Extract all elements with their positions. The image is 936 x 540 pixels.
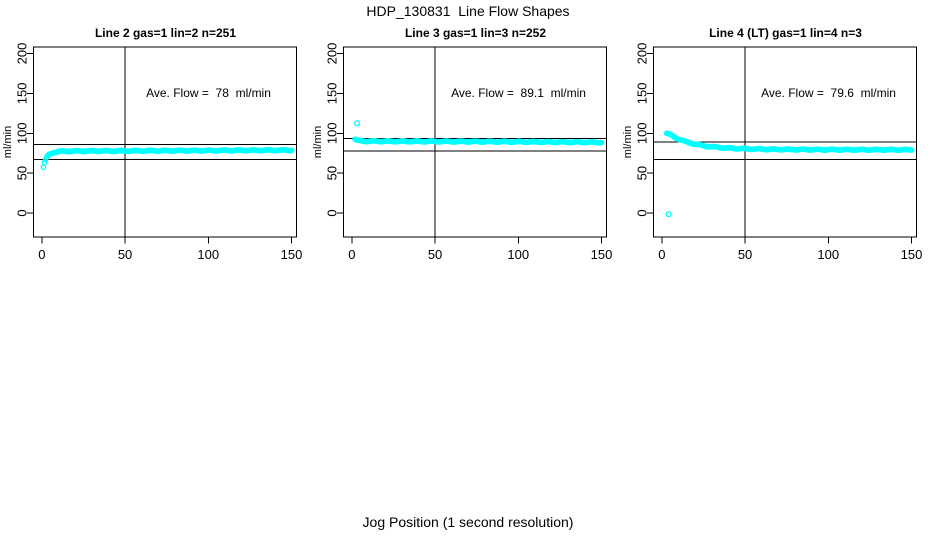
panel-line-3: Line 3 gas=1 lin=3 n=252 ml/min Ave. Flo… xyxy=(310,0,620,280)
figure-title: HDP_130831 Line Flow Shapes xyxy=(366,3,570,19)
svg-text:50: 50 xyxy=(118,247,132,262)
ave-flow-annotation: Ave. Flow = 78 ml/min xyxy=(146,86,271,100)
ave-flow-annotation: Ave. Flow = 79.6 ml/min xyxy=(761,86,896,100)
data-points xyxy=(663,130,915,218)
svg-text:50: 50 xyxy=(15,166,30,180)
ave-flow-annotation: Ave. Flow = 89.1 ml/min xyxy=(451,86,586,100)
data-points xyxy=(352,120,605,146)
axis-box xyxy=(337,46,607,244)
scatter-plot-line-3: 0 50 100 150 0 50 100 150 200 xyxy=(325,43,613,262)
svg-text:100: 100 xyxy=(325,122,340,144)
svg-text:0: 0 xyxy=(15,209,30,216)
svg-text:100: 100 xyxy=(507,247,529,262)
svg-text:50: 50 xyxy=(428,247,442,262)
svg-text:150: 150 xyxy=(635,83,650,105)
axis-box xyxy=(27,46,297,244)
svg-text:150: 150 xyxy=(325,83,340,105)
data-points xyxy=(40,146,295,171)
axis-box xyxy=(647,46,917,244)
panel-title: Line 4 (LT) gas=1 lin=4 n=3 xyxy=(709,26,862,40)
x-axis-label: Jog Position (1 second resolution) xyxy=(362,514,574,530)
panel-line-2: Line 2 gas=1 lin=2 n=251 ml/min Ave. Flo… xyxy=(0,0,310,280)
tick-labels: 0 50 100 150 0 50 100 150 200 xyxy=(635,43,923,262)
svg-text:100: 100 xyxy=(635,122,650,144)
outlier-point xyxy=(665,211,672,218)
svg-text:150: 150 xyxy=(15,83,30,105)
svg-text:0: 0 xyxy=(38,247,45,262)
tick-labels: 0 50 100 150 0 50 100 150 200 xyxy=(15,43,303,262)
svg-text:100: 100 xyxy=(197,247,219,262)
svg-text:100: 100 xyxy=(817,247,839,262)
svg-text:50: 50 xyxy=(738,247,752,262)
svg-text:200: 200 xyxy=(15,43,30,65)
scatter-plot-line-2: 0 50 100 150 0 50 100 150 200 xyxy=(15,43,303,262)
tick-labels: 0 50 100 150 0 50 100 150 200 xyxy=(325,43,613,262)
svg-text:0: 0 xyxy=(658,247,665,262)
svg-text:50: 50 xyxy=(325,166,340,180)
svg-text:150: 150 xyxy=(591,247,613,262)
panel-line-4: Line 4 (LT) gas=1 lin=4 n=3 ml/min Ave. … xyxy=(620,0,930,280)
svg-text:50: 50 xyxy=(635,166,650,180)
svg-text:200: 200 xyxy=(325,43,340,65)
svg-text:0: 0 xyxy=(348,247,355,262)
svg-text:150: 150 xyxy=(901,247,923,262)
panel-title: Line 2 gas=1 lin=2 n=251 xyxy=(94,26,237,40)
svg-text:150: 150 xyxy=(281,247,303,262)
svg-text:100: 100 xyxy=(15,122,30,144)
svg-text:0: 0 xyxy=(635,209,650,216)
outlier-point xyxy=(354,120,361,127)
svg-text:200: 200 xyxy=(635,43,650,65)
panel-title: Line 3 gas=1 lin=3 n=252 xyxy=(404,26,547,40)
scatter-plot-line-4: 0 50 100 150 0 50 100 150 200 xyxy=(635,43,923,262)
svg-text:0: 0 xyxy=(325,209,340,216)
